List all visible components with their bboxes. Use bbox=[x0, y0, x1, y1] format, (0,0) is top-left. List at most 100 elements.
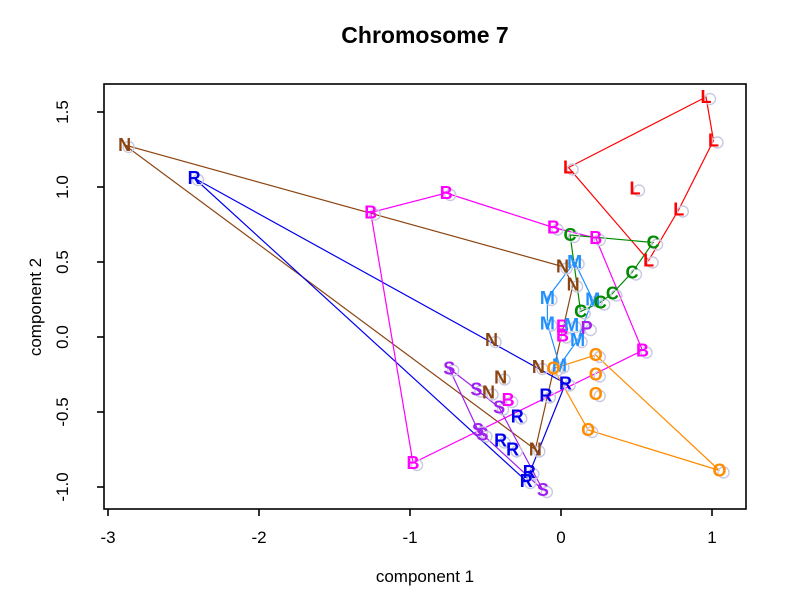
point-label-M-5: M bbox=[564, 315, 579, 335]
point-label-C-1: C bbox=[564, 225, 577, 245]
point-label-R-8: R bbox=[520, 471, 533, 491]
group-hull-B bbox=[370, 192, 644, 464]
point-marker-N-5 bbox=[536, 362, 549, 376]
point-marker-B-1 bbox=[368, 208, 381, 221]
x-tick-label: 0 bbox=[556, 528, 565, 547]
point-marker-S-5 bbox=[480, 430, 493, 443]
point-marker-R-1 bbox=[191, 173, 205, 187]
point-marker-R-5 bbox=[498, 436, 511, 449]
x-tick-label: -2 bbox=[251, 528, 266, 547]
point-marker-C-2 bbox=[650, 238, 664, 251]
group-hull-O bbox=[552, 354, 720, 472]
point-label-B-9: B bbox=[407, 453, 420, 473]
group-hull-S bbox=[448, 368, 544, 491]
point-label-N-6: N bbox=[494, 368, 507, 388]
point-marker-M-1 bbox=[572, 257, 585, 271]
point-label-B-3: B bbox=[547, 218, 560, 238]
x-axis-label: component 1 bbox=[375, 567, 475, 586]
point-marker-B-2 bbox=[444, 188, 457, 202]
point-marker-R-6 bbox=[510, 445, 523, 458]
point-label-N-5: N bbox=[532, 357, 545, 377]
group-hull-R bbox=[193, 177, 567, 483]
point-marker-L-1 bbox=[703, 92, 717, 106]
point-label-N-8: N bbox=[529, 440, 542, 460]
point-label-S-6: S bbox=[537, 480, 549, 500]
point-label-B-8: B bbox=[502, 390, 515, 410]
point-label-L-5: L bbox=[673, 200, 684, 220]
point-label-M-3: M bbox=[585, 290, 600, 310]
point-label-S-5: S bbox=[476, 425, 488, 445]
point-marker-N-8 bbox=[533, 445, 546, 458]
point-label-L-1: L bbox=[700, 87, 711, 107]
plot-border bbox=[103, 83, 747, 510]
point-label-C-6: C bbox=[574, 302, 587, 322]
point-marker-S-4 bbox=[475, 425, 489, 439]
x-tick-label: 1 bbox=[707, 528, 716, 547]
group-hull-C bbox=[569, 234, 655, 313]
point-label-R-3: R bbox=[539, 386, 552, 406]
point-marker-N-3 bbox=[570, 280, 584, 293]
point-label-L-2: L bbox=[708, 131, 719, 151]
point-marker-L-5 bbox=[676, 205, 689, 218]
point-label-O-6: O bbox=[713, 461, 727, 481]
point-marker-B-7 bbox=[640, 346, 653, 359]
point-marker-M-4 bbox=[545, 319, 558, 332]
point-label-R-1: R bbox=[188, 168, 201, 188]
point-marker-R-8 bbox=[524, 476, 537, 490]
point-label-M-7: M bbox=[552, 356, 567, 376]
point-label-R-6: R bbox=[506, 440, 519, 460]
point-label-C-4: C bbox=[606, 284, 619, 304]
point-marker-S-6 bbox=[540, 485, 554, 499]
group-hull-L bbox=[567, 96, 715, 262]
point-label-S-3: S bbox=[493, 398, 505, 418]
point-marker-N-7 bbox=[486, 388, 499, 401]
y-tick-label: 0.0 bbox=[53, 325, 72, 349]
point-marker-L-6 bbox=[646, 256, 659, 269]
y-axis-label: component 2 bbox=[26, 257, 45, 357]
y-tick-label: -0.5 bbox=[53, 397, 72, 426]
point-label-O-2: O bbox=[589, 345, 603, 365]
point-label-L-6: L bbox=[643, 251, 654, 271]
point-label-O-3: O bbox=[589, 365, 603, 385]
point-marker-L-3 bbox=[566, 163, 579, 176]
point-label-O-5: O bbox=[581, 420, 595, 440]
point-marker-R-4 bbox=[515, 412, 528, 425]
point-label-S-4: S bbox=[472, 420, 484, 440]
point-label-M-2: M bbox=[540, 288, 555, 308]
point-marker-S-1 bbox=[447, 364, 460, 377]
point-marker-N-1 bbox=[122, 140, 135, 154]
point-label-S-2: S bbox=[470, 380, 482, 400]
point-label-C-3: C bbox=[625, 263, 638, 283]
point-label-M-4: M bbox=[540, 314, 555, 334]
point-label-S-1: S bbox=[443, 359, 455, 379]
point-marker-C-1 bbox=[567, 230, 581, 244]
point-label-M-6: M bbox=[570, 330, 585, 350]
point-marker-L-4 bbox=[632, 184, 646, 197]
point-label-C-2: C bbox=[647, 233, 660, 253]
point-label-R-4: R bbox=[511, 407, 524, 427]
point-marker-R-3 bbox=[543, 391, 557, 404]
point-label-L-4: L bbox=[629, 179, 640, 199]
point-marker-B-3 bbox=[551, 223, 564, 236]
point-marker-M-7 bbox=[557, 361, 570, 374]
point-label-R-2: R bbox=[559, 374, 572, 394]
point-label-R-5: R bbox=[494, 431, 507, 451]
point-label-B-6: B bbox=[556, 326, 569, 346]
point-marker-M-2 bbox=[545, 293, 558, 307]
point-label-B-1: B bbox=[364, 203, 377, 223]
point-marker-C-3 bbox=[629, 268, 643, 281]
point-label-B-5: B bbox=[556, 317, 569, 337]
point-marker-B-8 bbox=[505, 395, 519, 409]
x-tick-label: -1 bbox=[402, 528, 417, 547]
point-marker-O-3 bbox=[593, 370, 606, 383]
point-marker-B-9 bbox=[410, 458, 424, 472]
point-label-N-4: N bbox=[485, 330, 498, 350]
y-tick-label: 1.0 bbox=[53, 175, 72, 199]
point-marker-O-4 bbox=[593, 389, 606, 403]
point-marker-N-2 bbox=[560, 262, 573, 275]
point-label-B-7: B bbox=[636, 341, 649, 361]
point-marker-B-5 bbox=[560, 322, 573, 335]
chart-title: Chromosome 7 bbox=[341, 22, 509, 48]
